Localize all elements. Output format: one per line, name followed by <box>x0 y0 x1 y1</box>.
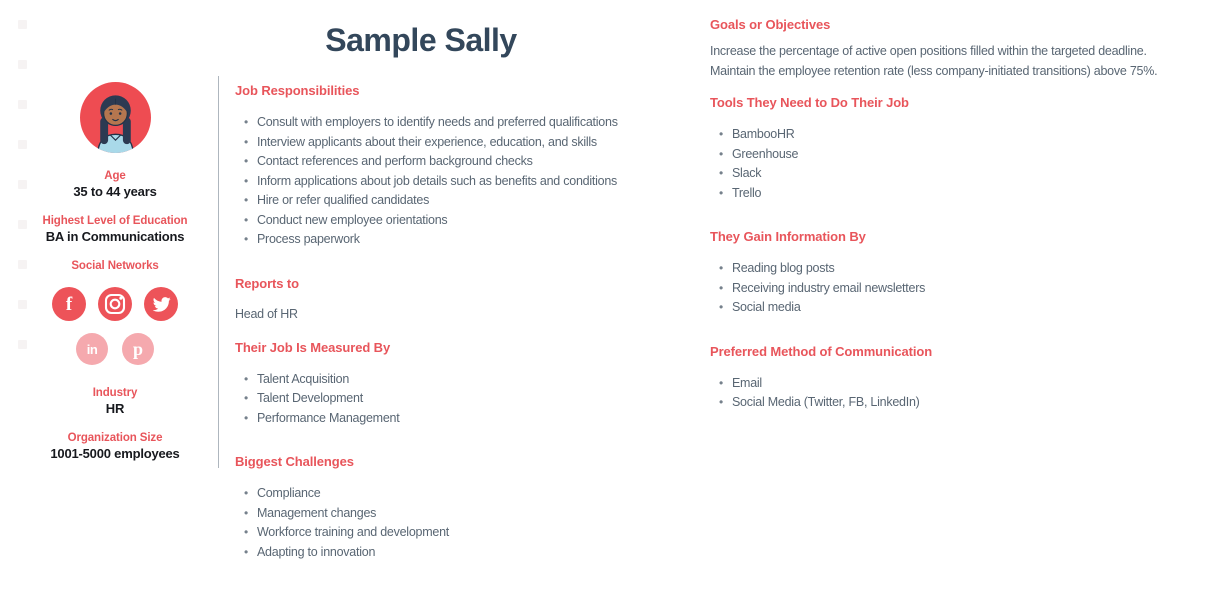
section-heading: Their Job Is Measured By <box>235 339 391 355</box>
binding-mark <box>18 60 27 69</box>
information-sources-list: Reading blog postsReceiving industry ema… <box>710 259 1210 318</box>
field-age: Age 35 to 44 years <box>30 170 200 199</box>
list-item: Slack <box>719 164 1210 184</box>
goals-line: Maintain the employee retention rate (le… <box>710 63 1158 78</box>
field-label: Industry <box>92 387 138 399</box>
right-column: Goals or Objectives Increase the percent… <box>710 17 1210 439</box>
goals-text: Increase the percentage of active open p… <box>710 42 1210 81</box>
list-item: Contact references and perform backgroun… <box>244 152 665 172</box>
instagram-icon <box>98 287 132 321</box>
field-education: Highest Level of Education BA in Communi… <box>30 215 200 244</box>
list-item: Receiving industry email newsletters <box>719 279 1210 299</box>
section-heading: Goals or Objectives <box>710 17 831 32</box>
section-heading: Job Responsibilities <box>235 83 360 98</box>
section-biggest-challenges: Biggest Challenges ComplianceManagement … <box>235 454 665 562</box>
list-item: Email <box>719 374 1210 394</box>
facebook-icon: f <box>52 287 86 321</box>
list-item: Management changes <box>244 504 665 524</box>
section-goals-or-objectives: Goals or Objectives Increase the percent… <box>710 17 1210 81</box>
section-heading: Tools They Need to Do Their Job <box>710 95 909 110</box>
middle-column: Job Responsibilities Consult with employ… <box>235 83 665 588</box>
sidebar: Age 35 to 44 years Highest Level of Educ… <box>30 82 200 477</box>
list-item: Greenhouse <box>719 145 1210 165</box>
binding-mark <box>18 180 27 189</box>
section-heading: Reports to <box>235 275 300 291</box>
job-measured-by-list: Talent AcquisitionTalent DevelopmentPerf… <box>235 370 665 429</box>
section-gain-information-by: They Gain Information By Reading blog po… <box>710 229 1210 318</box>
binding-mark <box>18 20 27 29</box>
list-item: BambooHR <box>719 125 1210 145</box>
field-label: Highest Level of Education <box>42 215 188 227</box>
binding-mark <box>18 220 27 229</box>
goals-line: Increase the percentage of active open p… <box>710 44 1147 58</box>
field-value: 1001-5000 employees <box>50 446 180 461</box>
field-value: HR <box>105 401 125 416</box>
list-item: Inform applications about job details su… <box>244 172 665 192</box>
list-item: Conduct new employee orientations <box>244 211 665 231</box>
avatar <box>79 82 151 153</box>
reports-to-value: Head of HR <box>235 306 298 321</box>
twitter-icon <box>144 287 178 321</box>
social-icons-row-inactive: in p <box>30 333 200 365</box>
binding-mark <box>18 300 27 309</box>
twitter-bird-glyph <box>152 296 171 312</box>
section-heading: Preferred Method of Communication <box>710 343 933 359</box>
biggest-challenges-list: ComplianceManagement changesWorkforce tr… <box>235 484 665 562</box>
binding-mark <box>18 340 27 349</box>
list-item: Consult with employers to identify needs… <box>244 113 665 133</box>
section-heading: They Gain Information By <box>710 229 866 244</box>
page-title: Sample Sally <box>325 22 517 58</box>
list-item: Talent Development <box>244 389 665 409</box>
field-organization-size: Organization Size 1001-5000 employees <box>30 432 200 461</box>
tools-list: BambooHRGreenhouseSlackTrello <box>710 125 1210 203</box>
list-item: Trello <box>719 184 1210 204</box>
binding-marks <box>18 20 28 380</box>
section-heading: Biggest Challenges <box>235 454 354 469</box>
job-responsibilities-list: Consult with employers to identify needs… <box>235 113 665 250</box>
pinterest-icon: p <box>122 333 154 365</box>
section-job-responsibilities: Job Responsibilities Consult with employ… <box>235 83 665 250</box>
list-item: Interview applicants about their experie… <box>244 133 665 153</box>
list-item: Talent Acquisition <box>244 370 665 390</box>
binding-mark <box>18 260 27 269</box>
field-label: Age <box>104 170 126 182</box>
instagram-glyph <box>104 293 126 315</box>
list-item: Adapting to innovation <box>244 543 665 563</box>
linkedin-icon: in <box>76 333 108 365</box>
communication-methods-list: EmailSocial Media (Twitter, FB, LinkedIn… <box>710 374 1210 413</box>
column-divider <box>218 76 219 468</box>
binding-mark <box>18 100 27 109</box>
social-networks-label: Social Networks <box>71 260 159 272</box>
binding-mark <box>18 140 27 149</box>
list-item: Hire or refer qualified candidates <box>244 191 665 211</box>
section-tools: Tools They Need to Do Their Job BambooHR… <box>710 95 1210 203</box>
section-reports-to: Reports to Head of HR <box>235 276 665 322</box>
list-item: Compliance <box>244 484 665 504</box>
list-item: Social Media (Twitter, FB, LinkedIn) <box>719 393 1210 413</box>
list-item: Reading blog posts <box>719 259 1210 279</box>
list-item: Performance Management <box>244 409 665 429</box>
list-item: Workforce training and development <box>244 523 665 543</box>
field-label: Organization Size <box>67 432 163 444</box>
section-preferred-communication: Preferred Method of Communication EmailS… <box>710 344 1210 413</box>
woman-avatar-illustration <box>79 82 151 153</box>
social-icons-row-active: f <box>30 287 200 321</box>
field-value: BA in Communications <box>45 229 185 244</box>
list-item: Social media <box>719 298 1210 318</box>
field-industry: Industry HR <box>30 387 200 416</box>
field-value: 35 to 44 years <box>73 184 157 199</box>
section-job-measured-by: Their Job Is Measured By Talent Acquisit… <box>235 340 665 429</box>
list-item: Process paperwork <box>244 230 665 250</box>
